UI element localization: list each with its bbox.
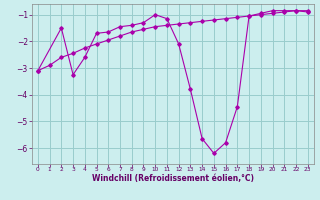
X-axis label: Windchill (Refroidissement éolien,°C): Windchill (Refroidissement éolien,°C) [92,174,254,183]
